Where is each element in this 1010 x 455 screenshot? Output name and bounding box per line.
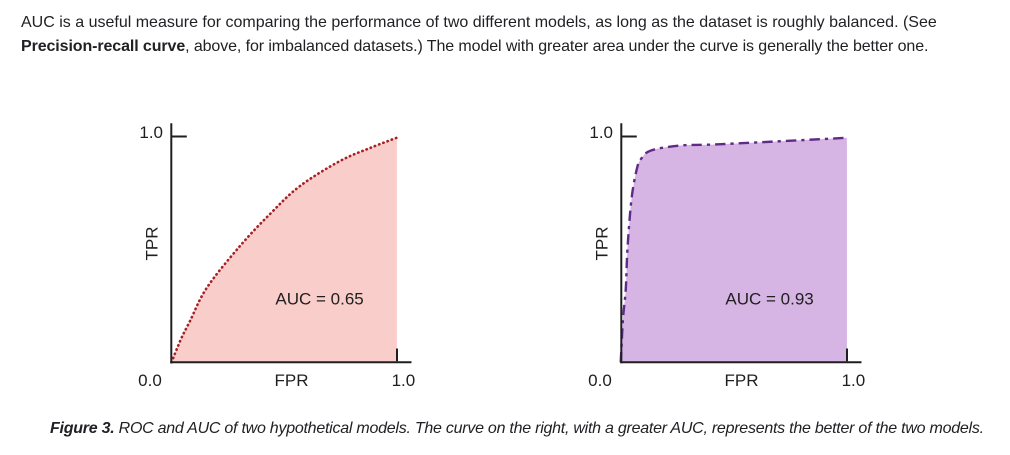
svg-text:1.0: 1.0 bbox=[842, 371, 866, 390]
svg-text:0.0: 0.0 bbox=[588, 371, 612, 390]
svg-text:AUC = 0.93: AUC = 0.93 bbox=[725, 289, 813, 308]
svg-text:FPR: FPR bbox=[725, 371, 759, 390]
svg-text:1.0: 1.0 bbox=[589, 123, 613, 142]
svg-text:1.0: 1.0 bbox=[139, 123, 163, 142]
svg-text:AUC = 0.65: AUC = 0.65 bbox=[275, 289, 363, 308]
svg-text:TPR: TPR bbox=[593, 227, 612, 261]
svg-text:FPR: FPR bbox=[275, 371, 309, 390]
svg-text:1.0: 1.0 bbox=[392, 371, 416, 390]
svg-text:TPR: TPR bbox=[143, 227, 162, 261]
svg-text:0.0: 0.0 bbox=[138, 371, 162, 390]
